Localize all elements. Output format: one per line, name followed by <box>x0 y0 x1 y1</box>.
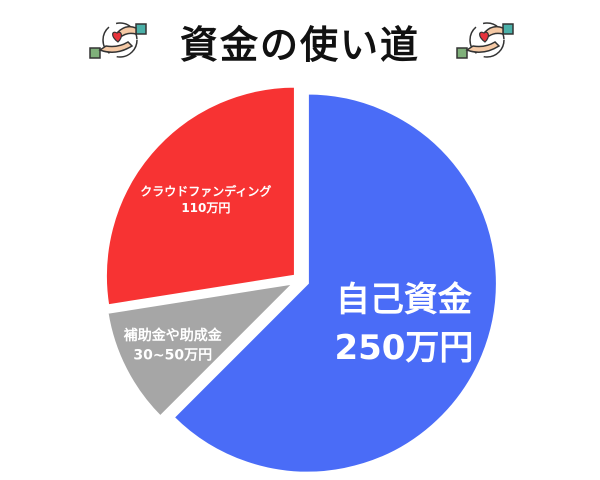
chart-title: 資金の使い道 <box>179 23 420 67</box>
pie-slice-2 <box>103 84 297 308</box>
slice-value-label: 250万円 <box>334 328 473 368</box>
hand-giving-heart-icon <box>89 22 147 59</box>
pie-slice-1 <box>105 280 299 420</box>
slice-label: 自己資金 <box>336 280 473 320</box>
slice-label: 補助金や助成金 <box>123 327 223 344</box>
pie-slice-0 <box>170 91 499 475</box>
slice-label: クラウドファンディング <box>140 183 271 198</box>
slice-value-label: 110万円 <box>181 201 230 215</box>
slice-value-label: 30~50万円 <box>133 348 212 364</box>
hand-giving-heart-icon <box>456 22 514 59</box>
